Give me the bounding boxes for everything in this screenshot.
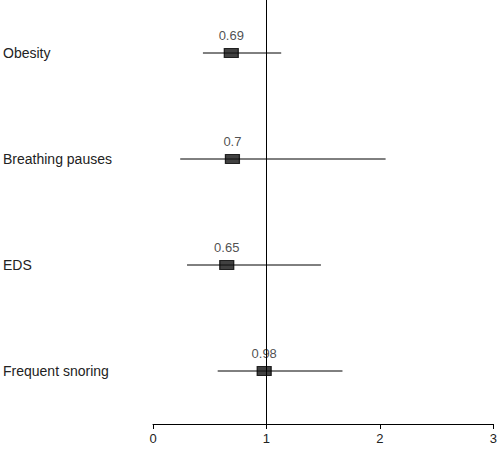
svg-text:3: 3 (490, 431, 497, 446)
svg-text:0: 0 (149, 431, 156, 446)
svg-text:Frequent snoring: Frequent snoring (3, 363, 109, 379)
svg-text:0.98: 0.98 (252, 346, 277, 361)
svg-text:0.65: 0.65 (214, 240, 239, 255)
svg-text:2: 2 (376, 431, 383, 446)
svg-text:Obesity: Obesity (3, 45, 50, 61)
svg-text:EDS: EDS (3, 257, 32, 273)
svg-text:0.69: 0.69 (219, 28, 244, 43)
svg-text:Breathing pauses: Breathing pauses (3, 151, 112, 167)
svg-text:0.7: 0.7 (223, 134, 241, 149)
svg-text:1: 1 (263, 431, 270, 446)
